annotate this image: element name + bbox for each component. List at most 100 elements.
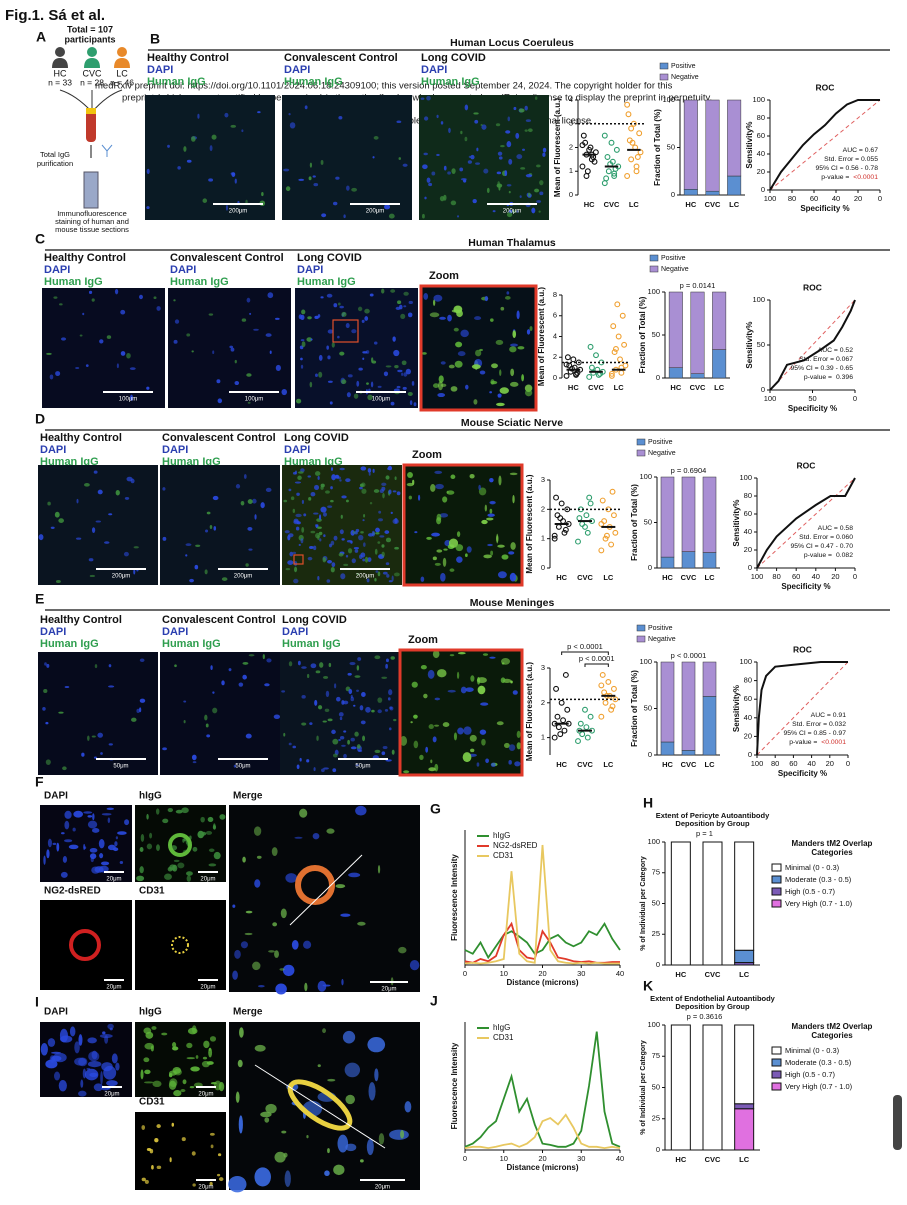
cell [510,542,516,550]
cell [388,689,393,696]
cell [74,1041,80,1054]
cell [40,1043,48,1056]
cell [498,156,503,160]
cell [149,832,153,839]
cell [385,562,390,566]
cell [155,808,160,815]
cell [292,508,296,513]
cell [479,729,487,735]
roc-stat: Std. Error = 0.067 [799,356,853,363]
cell [76,498,79,504]
x-tick-label: CVC [705,1155,721,1164]
cell [303,513,307,517]
chart-title: ROC [803,282,822,292]
cell [356,572,359,576]
cell [183,700,187,703]
data-point [601,132,608,139]
cell [173,1090,182,1097]
x-tick-label: 100 [751,759,764,768]
cell [316,735,319,741]
y-tick-label: 100 [639,472,652,481]
cell [191,1151,196,1156]
cell [301,722,307,726]
x-tick-label: HC [584,200,595,209]
cell [491,363,498,369]
bar-segment [702,552,717,569]
cell [324,1170,330,1177]
cell [338,115,343,120]
micrograph [168,288,291,408]
cell [171,1122,175,1127]
legend-swatch [649,254,659,262]
stain-label: DAPI [162,444,188,456]
cell [104,541,110,544]
cell [396,120,402,124]
cell [460,329,469,338]
cell [394,546,399,550]
cell [245,733,252,739]
cell [111,1053,118,1064]
data-point [587,343,594,350]
stain-label: Human IgG [284,456,343,468]
scale-label: 20μm [200,985,215,991]
cell [194,564,199,570]
cell [357,657,362,661]
person-icon [87,47,97,57]
data-point [602,535,609,542]
cell [291,939,299,950]
cell [539,180,544,186]
cell [407,312,413,318]
image-title: CD31 [139,1097,165,1108]
cell [385,537,392,543]
cell [409,960,420,971]
cell [440,121,444,125]
cell [426,177,431,183]
cell [364,316,369,321]
cell [81,752,85,757]
cell [129,367,136,371]
roc-stat: AUC = 0.58 [818,525,854,532]
y-tick-label: 100 [739,657,752,666]
cell [409,400,413,405]
legend-label: hIgG [493,831,510,840]
cell [408,495,412,500]
bar-segment [702,1024,723,1151]
cell [192,846,198,852]
x-tick-label: HC [556,760,567,769]
cell [201,1060,211,1068]
cell [301,695,306,699]
cell [174,319,180,324]
cell [499,369,502,377]
y-tick-label: 80 [744,491,752,500]
cell [324,708,330,712]
cell [389,727,392,731]
cell [221,577,228,581]
data-point [625,111,632,118]
cell [362,519,365,522]
cell [443,548,448,551]
scale-label: 20μm [381,987,396,993]
cell [373,136,379,140]
cell [456,556,463,563]
scrollbar[interactable] [893,1095,902,1150]
cell [358,534,364,541]
cell [430,759,433,764]
cell [141,1125,146,1130]
x-tick-label: 40 [616,969,624,978]
cell [429,312,440,318]
cell [92,813,95,821]
legend-label: Positive [671,63,696,70]
cell [356,689,359,693]
cell [61,832,65,835]
cell [298,471,304,474]
cell [285,873,298,883]
stain-label: Human IgG [297,276,356,288]
cell [431,171,436,176]
data-point [598,682,605,689]
cell [517,346,525,350]
cell [345,478,351,483]
cell [366,1138,374,1156]
cell [185,554,188,557]
cell [316,518,322,522]
legend-label: Positive [661,255,686,262]
